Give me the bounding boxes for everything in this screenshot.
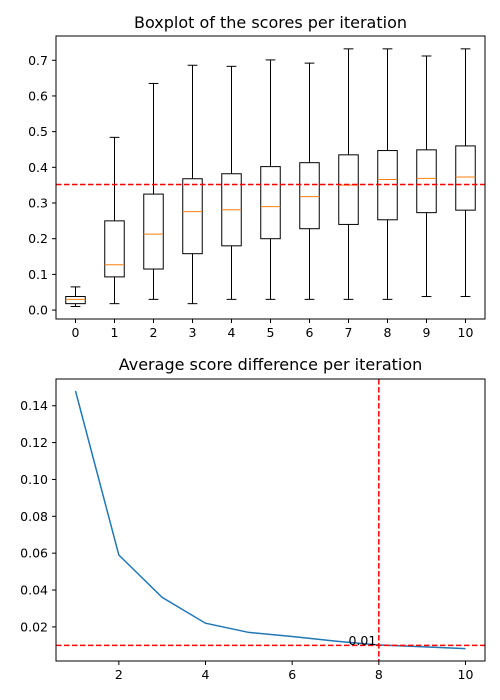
x-tick-label: 4 xyxy=(228,325,236,340)
boxplot-axes: 0 1 2 3 4 5 6 7 8 9 10 0.0 0.1 0.2 0.3 0.4 0.5 0.6 0.7 xyxy=(28,53,473,340)
line-chart-plot-area xyxy=(55,378,486,662)
y-tick-label: 0.1 xyxy=(28,267,48,282)
y-tick-label: 0.12 xyxy=(20,435,48,450)
box xyxy=(338,154,359,225)
threshold-annotation: 0.01 xyxy=(349,633,377,648)
y-tick-label: 0.14 xyxy=(20,398,48,413)
box xyxy=(65,296,86,305)
x-tick-label: 10 xyxy=(458,667,474,682)
box xyxy=(455,145,476,211)
x-tick-label: 9 xyxy=(423,325,431,340)
x-tick-label: 6 xyxy=(306,325,314,340)
y-tick-label: 0.04 xyxy=(20,583,48,598)
y-tick-label: 0.0 xyxy=(28,303,48,318)
x-tick-label: 2 xyxy=(150,325,158,340)
y-tick-label: 0.7 xyxy=(28,53,48,68)
y-tick-label: 0.3 xyxy=(28,196,48,211)
y-tick-label: 0.5 xyxy=(28,124,48,139)
x-tick-label: 5 xyxy=(267,325,275,340)
line-chart-marks xyxy=(56,379,485,661)
y-tick-label: 0.6 xyxy=(28,88,48,103)
y-tick-label: 0.08 xyxy=(20,509,48,524)
y-tick-label: 0.06 xyxy=(20,546,48,561)
x-tick-label: 8 xyxy=(384,325,392,340)
x-tick-label: 0 xyxy=(72,325,80,340)
series-line xyxy=(74,390,466,650)
line-chart: Average score difference per iteration 0… xyxy=(20,355,486,682)
boxplot-chart: Boxplot of the scores per iteration 0 1 2 3… xyxy=(28,13,486,340)
box xyxy=(104,220,125,278)
y-tick-label: 0.10 xyxy=(20,472,48,487)
x-tick-label: 1 xyxy=(111,325,119,340)
y-tick-label: 0.02 xyxy=(20,619,48,634)
boxplot-marks xyxy=(56,48,485,308)
x-tick-label: 10 xyxy=(458,325,474,340)
line-chart-title: Average score difference per iteration xyxy=(119,355,423,374)
x-tick-label: 7 xyxy=(345,325,353,340)
x-tick-label: 2 xyxy=(115,667,123,682)
x-tick-label: 6 xyxy=(288,667,296,682)
box xyxy=(182,178,203,255)
box xyxy=(299,162,320,230)
y-tick-label: 0.4 xyxy=(28,160,48,175)
boxplot-title: Boxplot of the scores per iteration xyxy=(134,13,407,32)
x-tick-label: 4 xyxy=(202,667,210,682)
box xyxy=(416,149,437,214)
box xyxy=(143,193,164,270)
line-chart-axes: 2 4 6 8 10 0.02 0.04 0.06 0.08 0.10 0.12 0.14 xyxy=(20,398,473,682)
box xyxy=(260,166,281,240)
x-tick-label: 3 xyxy=(189,325,197,340)
y-tick-label: 0.2 xyxy=(28,231,48,246)
x-tick-label: 8 xyxy=(375,667,383,682)
